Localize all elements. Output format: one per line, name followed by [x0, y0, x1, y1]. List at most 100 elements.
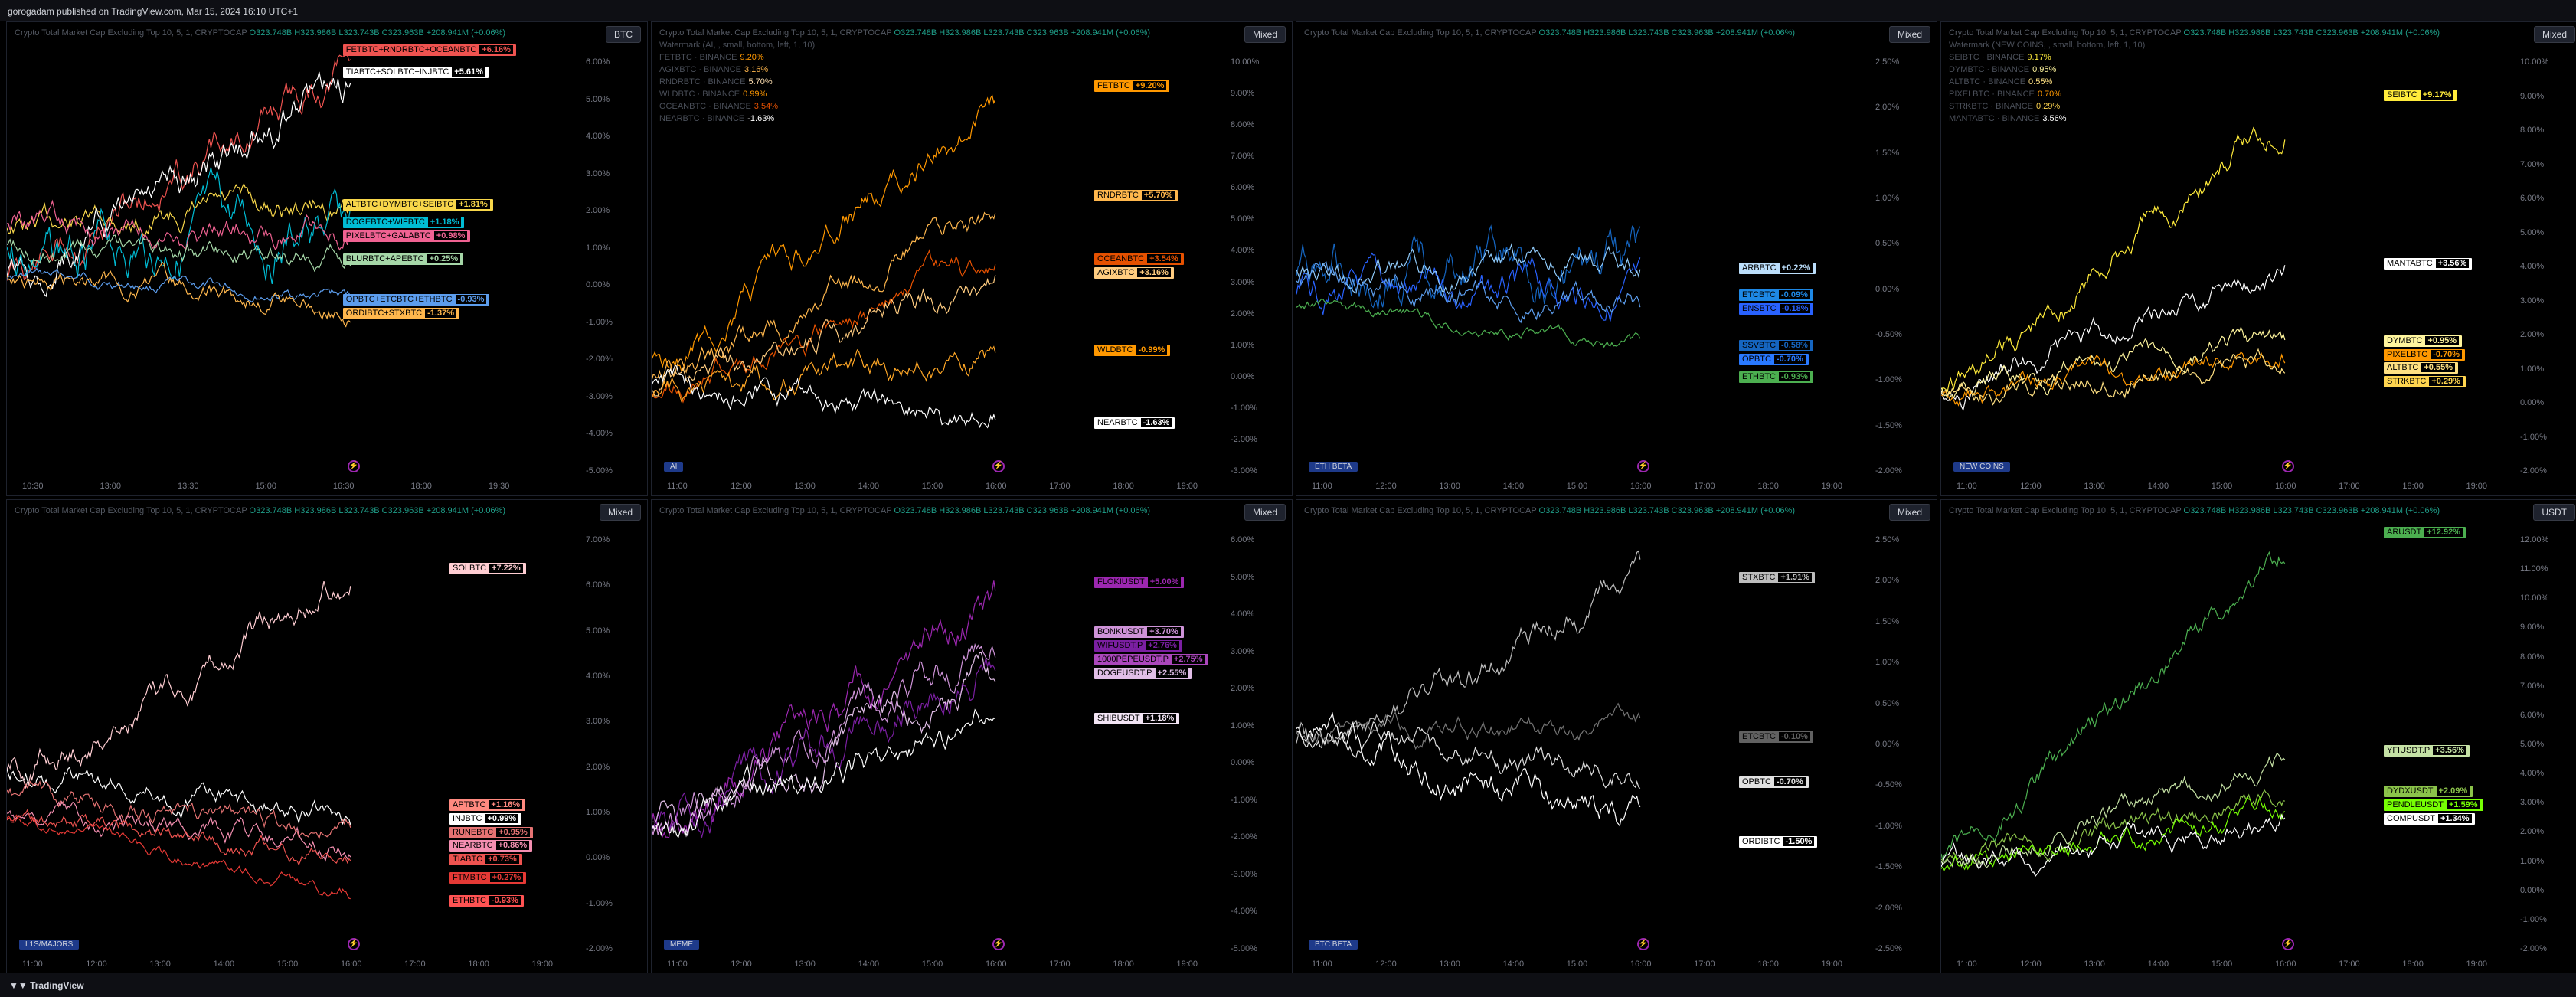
scale-mode-button[interactable]: Mixed — [2533, 26, 2575, 43]
watermark-indicator[interactable]: Watermark (NEW COINS, , small, bottom, l… — [1949, 41, 2146, 50]
legend-item[interactable]: DYMBTC · BINANCE 0.95% — [1949, 64, 2145, 76]
legend-item[interactable]: PIXELBTC · BINANCE 0.70% — [1949, 88, 2145, 100]
scale-mode-button[interactable]: Mixed — [599, 504, 641, 521]
legend-item[interactable]: NEARBTC · BINANCE -1.63% — [659, 113, 815, 125]
tag-change: +0.29% — [2429, 377, 2463, 387]
tag-change: +2.55% — [1155, 668, 1189, 678]
legend-item[interactable]: STRKBTC · BINANCE 0.29% — [1949, 100, 2145, 113]
plot-area[interactable] — [652, 22, 1224, 477]
scale-mode-button[interactable]: Mixed — [1244, 26, 1286, 43]
plot-area[interactable] — [652, 500, 1224, 955]
legend-item[interactable]: AGIXBTC · BINANCE 3.16% — [659, 64, 815, 76]
series-price-tag: RNDRBTC +5.70% — [1094, 189, 1178, 201]
series-price-tag: ENSBTC -0.18% — [1739, 303, 1814, 315]
plot-area[interactable] — [7, 500, 580, 955]
symbol-name: Crypto Total Market Cap Excluding Top 10… — [659, 28, 894, 38]
scale-mode-button[interactable]: Mixed — [1888, 504, 1930, 521]
watermark-indicator[interactable]: Watermark (AI, , small, bottom, left, 1,… — [659, 41, 816, 50]
symbol-header[interactable]: Crypto Total Market Cap Excluding Top 10… — [1949, 28, 2440, 38]
tag-symbol: SEIBTC — [2387, 90, 2417, 100]
series-line — [7, 182, 351, 237]
legend-item[interactable]: ALTBTC · BINANCE 0.55% — [1949, 76, 2145, 88]
y-axis-tick: 0.50% — [1875, 239, 1900, 249]
y-axis-tick: 0.00% — [1875, 284, 1900, 294]
legend-item[interactable]: OCEANBTC · BINANCE 3.54% — [659, 100, 815, 113]
x-axis-tick: 17:00 — [2339, 959, 2360, 969]
x-axis-tick: 17:00 — [2339, 482, 2360, 491]
x-axis-tick: 15:00 — [2211, 959, 2233, 969]
symbol-header[interactable]: Crypto Total Market Cap Excluding Top 10… — [659, 28, 1150, 38]
series-line — [7, 800, 351, 862]
symbol-header[interactable]: Crypto Total Market Cap Excluding Top 10… — [15, 506, 505, 515]
y-axis-tick: -2.00% — [1231, 832, 1257, 842]
tag-change: -0.93% — [1779, 372, 1810, 382]
chart-pane-p7[interactable]: Crypto Total Market Cap Excluding Top 10… — [1296, 499, 1937, 974]
legend-item[interactable]: WLDBTC · BINANCE 0.99% — [659, 88, 815, 100]
symbol-header[interactable]: Crypto Total Market Cap Excluding Top 10… — [1949, 506, 2440, 515]
legend-symbol: PIXELBTC · BINANCE — [1949, 90, 2035, 99]
series-price-tag: ORDIBTC+STXBTC -1.37% — [342, 308, 459, 320]
plot-area[interactable] — [7, 22, 580, 477]
tag-change: +0.99% — [485, 813, 519, 823]
legend-symbol: AGIXBTC · BINANCE — [659, 65, 741, 74]
symbol-header[interactable]: Crypto Total Market Cap Excluding Top 10… — [1304, 28, 1795, 38]
tv-logo-icon: ▼▼ — [9, 980, 31, 991]
tag-symbol: OCEANBTC — [1097, 253, 1145, 263]
chart-pane-p6[interactable]: Crypto Total Market Cap Excluding Top 10… — [651, 499, 1293, 974]
watermark-chip: L1S/MAJORS — [19, 940, 80, 950]
series-line — [7, 261, 351, 328]
chart-pane-p1[interactable]: Crypto Total Market Cap Excluding Top 10… — [6, 21, 648, 496]
x-axis-tick: 11:00 — [667, 482, 688, 491]
plot-area[interactable] — [1941, 500, 2514, 955]
chart-pane-p4[interactable]: Crypto Total Market Cap Excluding Top 10… — [1940, 21, 2576, 496]
chart-pane-p2[interactable]: Crypto Total Market Cap Excluding Top 10… — [651, 21, 1293, 496]
lightning-icon[interactable]: ⚡ — [2281, 938, 2294, 950]
x-axis-tick: 17:00 — [1049, 959, 1071, 969]
x-axis-tick: 16:00 — [2274, 482, 2296, 491]
tag-change: +3.16% — [1137, 267, 1171, 277]
series-line — [652, 657, 996, 839]
tag-symbol: FETBTC — [1097, 81, 1130, 91]
tag-change: +2.09% — [2436, 786, 2470, 796]
x-axis-tick: 19:00 — [1821, 959, 1843, 969]
y-axis-tick: -1.50% — [1875, 420, 1902, 430]
x-axis-tick: 11:00 — [667, 959, 688, 969]
legend-item[interactable]: FETBTC · BINANCE 9.20% — [659, 51, 815, 64]
x-axis-tick: 16:00 — [2274, 959, 2296, 969]
symbol-header[interactable]: Crypto Total Market Cap Excluding Top 10… — [15, 28, 505, 38]
tradingview-logo[interactable]: ▼▼ TradingView — [9, 980, 84, 991]
series-line — [652, 708, 996, 838]
legend-item[interactable]: MANTABTC · BINANCE 3.56% — [1949, 113, 2145, 125]
plot-area[interactable] — [1296, 22, 1869, 477]
chart-pane-p3[interactable]: Crypto Total Market Cap Excluding Top 10… — [1296, 21, 1937, 496]
series-line — [1941, 126, 2286, 394]
scale-mode-button[interactable]: USDT — [2533, 504, 2575, 521]
symbol-header[interactable]: Crypto Total Market Cap Excluding Top 10… — [1304, 506, 1795, 515]
lightning-icon[interactable]: ⚡ — [2281, 460, 2294, 472]
x-axis-tick: 16:00 — [1630, 482, 1652, 491]
lightning-icon[interactable]: ⚡ — [992, 938, 1005, 950]
legend-item[interactable]: SEIBTC · BINANCE 9.17% — [1949, 51, 2145, 64]
scale-mode-button[interactable]: Mixed — [1888, 26, 1930, 43]
lightning-icon[interactable]: ⚡ — [1636, 460, 1649, 472]
x-axis-tick: 11:00 — [1312, 482, 1332, 491]
plot-area[interactable] — [1941, 22, 2514, 477]
symbol-header[interactable]: Crypto Total Market Cap Excluding Top 10… — [659, 506, 1150, 515]
legend-item[interactable]: RNDRBTC · BINANCE 5.70% — [659, 76, 815, 88]
lightning-icon[interactable]: ⚡ — [1636, 938, 1649, 950]
ohlc-values: O323.748B H323.986B L323.743B C323.963B … — [1538, 506, 1796, 515]
series-line — [1941, 813, 2286, 878]
plot-area[interactable] — [1296, 500, 1869, 955]
y-axis-tick: -2.00% — [2520, 466, 2547, 476]
chart-pane-p8[interactable]: Crypto Total Market Cap Excluding Top 10… — [1940, 499, 2576, 974]
chart-pane-p5[interactable]: Crypto Total Market Cap Excluding Top 10… — [6, 499, 648, 974]
lightning-icon[interactable]: ⚡ — [992, 460, 1005, 472]
lightning-icon[interactable]: ⚡ — [347, 938, 360, 950]
scale-mode-button[interactable]: BTC — [606, 26, 641, 43]
tag-change: +1.18% — [427, 217, 462, 227]
series-line — [7, 580, 351, 789]
y-axis-tick: 2.00% — [1875, 103, 1900, 113]
lightning-icon[interactable]: ⚡ — [347, 460, 360, 472]
scale-mode-button[interactable]: Mixed — [1244, 504, 1286, 521]
series-price-tag: SHIBUSDT +1.18% — [1094, 713, 1180, 725]
